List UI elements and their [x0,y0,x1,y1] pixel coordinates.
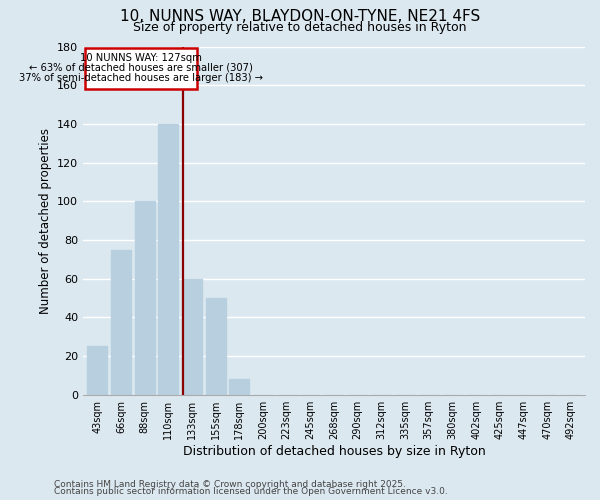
Text: 37% of semi-detached houses are larger (183) →: 37% of semi-detached houses are larger (… [19,72,263,83]
X-axis label: Distribution of detached houses by size in Ryton: Distribution of detached houses by size … [182,444,485,458]
FancyBboxPatch shape [85,48,197,89]
Text: Size of property relative to detached houses in Ryton: Size of property relative to detached ho… [133,21,467,34]
Text: 10, NUNNS WAY, BLAYDON-ON-TYNE, NE21 4FS: 10, NUNNS WAY, BLAYDON-ON-TYNE, NE21 4FS [120,9,480,24]
Text: ← 63% of detached houses are smaller (307): ← 63% of detached houses are smaller (30… [29,63,253,73]
Bar [182,278,202,394]
Bar [229,379,250,394]
Bar [111,250,131,394]
Text: Contains HM Land Registry data © Crown copyright and database right 2025.: Contains HM Land Registry data © Crown c… [54,480,406,489]
Text: Contains public sector information licensed under the Open Government Licence v3: Contains public sector information licen… [54,487,448,496]
Text: 10 NUNNS WAY: 127sqm: 10 NUNNS WAY: 127sqm [80,54,202,64]
Bar [87,346,107,395]
Bar [158,124,178,394]
Y-axis label: Number of detached properties: Number of detached properties [38,128,52,314]
Bar [134,202,155,394]
Bar [206,298,226,394]
